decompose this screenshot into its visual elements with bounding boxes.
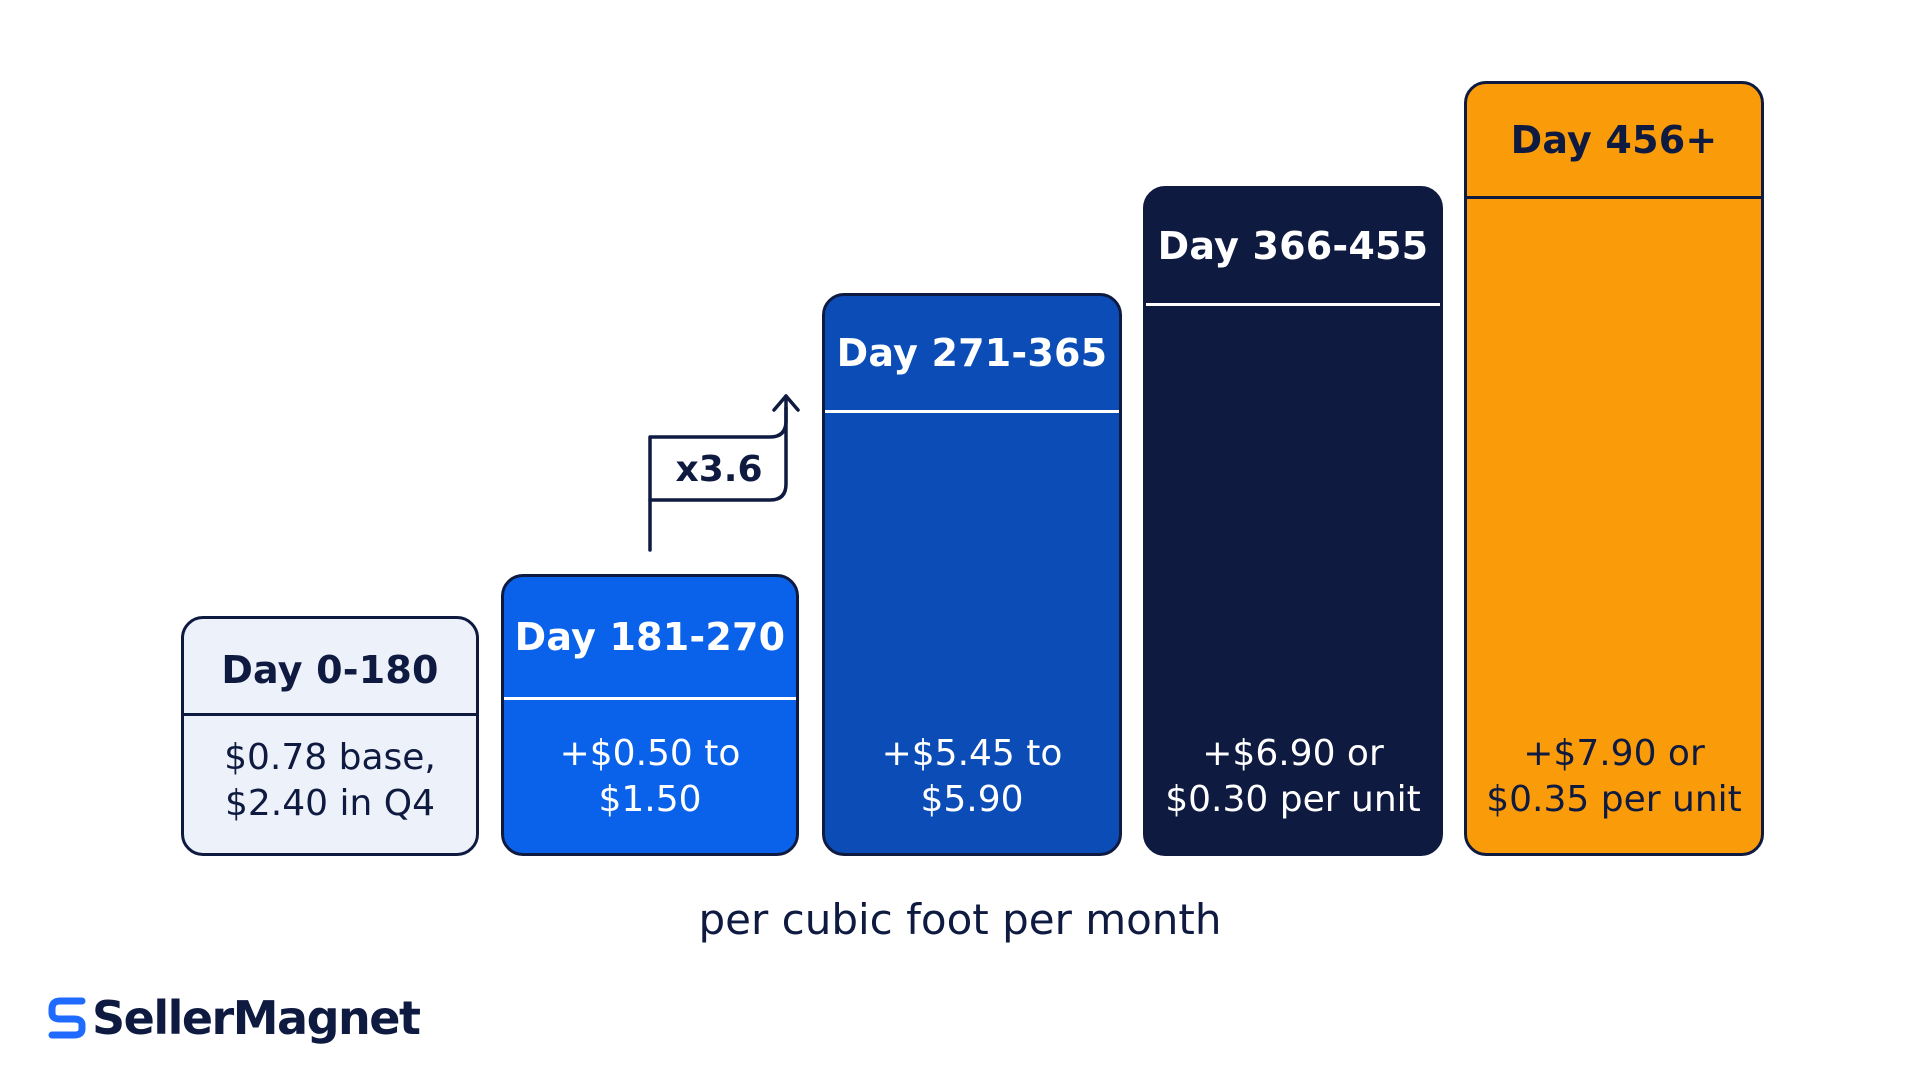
bar-value: +$0.50 to $1.50 — [504, 731, 796, 823]
bar-value: $0.78 base, $2.40 in Q4 — [184, 735, 476, 827]
bar-label: Day 366-455 — [1146, 189, 1440, 306]
bar-value: +$7.90 or $0.35 per unit — [1467, 731, 1761, 823]
bar-label: Day 181-270 — [504, 577, 796, 700]
brand-logo: SellerMagnet — [46, 988, 421, 1048]
bar-value-line: $1.50 — [598, 779, 702, 820]
bar-day-0-180: Day 0-180 $0.78 base, $2.40 in Q4 — [181, 616, 479, 856]
bar-value-line: +$0.50 to — [559, 733, 741, 774]
unit-footnote: per cubic foot per month — [698, 895, 1222, 944]
bar-day-271-365: Day 271-365 +$5.45 to $5.90 — [822, 293, 1122, 856]
bar-value-line: +$7.90 or — [1523, 733, 1705, 774]
bar-value-line: $0.30 per unit — [1165, 779, 1421, 820]
multiplier-label: x3.6 — [675, 448, 763, 490]
bar-label: Day 271-365 — [825, 296, 1119, 413]
bar-day-366-455: Day 366-455 +$6.90 or $0.30 per unit — [1143, 186, 1443, 856]
bar-label: Day 0-180 — [184, 619, 476, 716]
bar-value-line: $0.78 base, — [224, 737, 436, 778]
bar-day-456-plus: Day 456+ +$7.90 or $0.35 per unit — [1464, 81, 1764, 856]
bar-value-line: +$5.45 to — [881, 733, 1063, 774]
brand-name: SellerMagnet — [92, 991, 421, 1045]
bar-value-line: $2.40 in Q4 — [224, 783, 435, 824]
bar-value-line: +$6.90 or — [1202, 733, 1384, 774]
bar-value: +$6.90 or $0.30 per unit — [1146, 731, 1440, 823]
bar-label: Day 456+ — [1467, 84, 1761, 199]
bar-value-line: $5.90 — [920, 779, 1024, 820]
s-logo-icon — [48, 997, 86, 1039]
bar-value: +$5.45 to $5.90 — [825, 731, 1119, 823]
bar-value-line: $0.35 per unit — [1486, 779, 1742, 820]
bar-day-181-270: Day 181-270 +$0.50 to $1.50 — [501, 574, 799, 856]
